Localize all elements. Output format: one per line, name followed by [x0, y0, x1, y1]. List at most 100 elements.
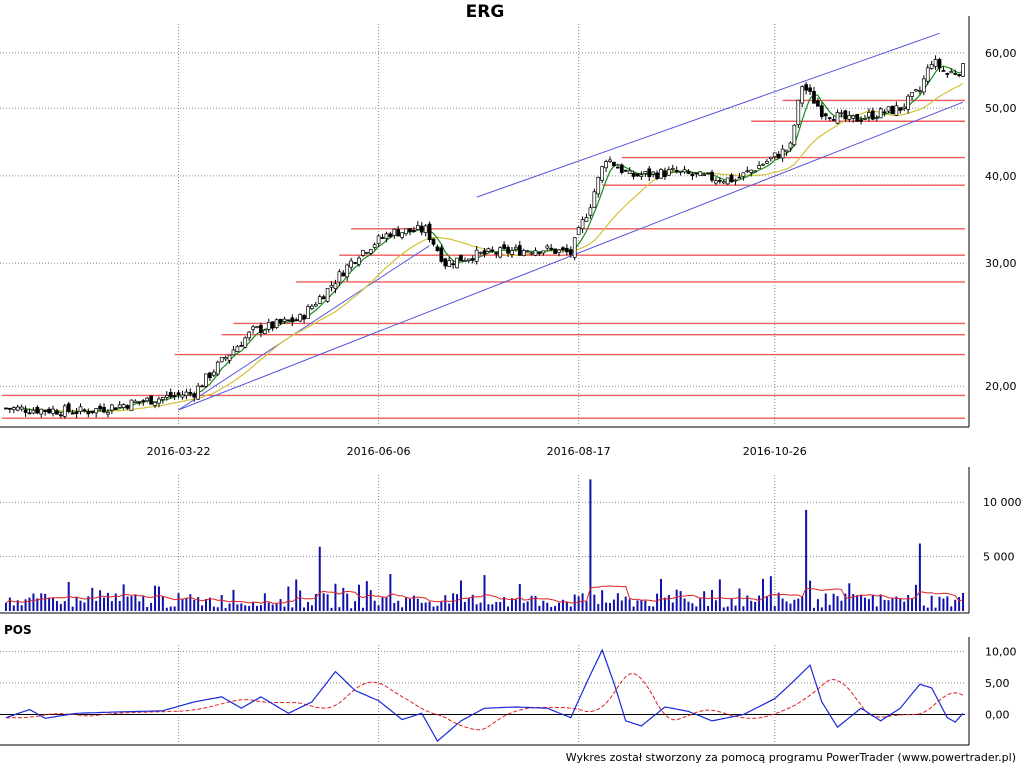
candle-body: [682, 169, 687, 173]
candle-body: [443, 258, 448, 267]
candle-body: [804, 84, 808, 91]
candle-body: [525, 250, 530, 253]
candle-body: [886, 106, 891, 112]
moving-average-short: [5, 65, 964, 414]
candle-body: [827, 117, 832, 119]
candle-body: [863, 117, 867, 120]
candle-body: [498, 247, 503, 258]
candle-body: [141, 400, 146, 402]
candle-body: [521, 249, 526, 256]
candle-body: [937, 58, 942, 69]
candle-body: [882, 111, 887, 114]
candle-body: [549, 247, 554, 250]
candle-body: [86, 411, 91, 415]
candle-body: [176, 392, 181, 395]
candle-body: [353, 262, 357, 264]
candle-body: [643, 171, 648, 174]
candle-body: [545, 245, 550, 249]
candle-body: [870, 110, 875, 120]
price-tick-label: 20,00: [985, 380, 1017, 393]
candle-body: [243, 337, 248, 348]
candle-body: [98, 405, 102, 410]
oscillator-tick-label: 5,00: [985, 677, 1010, 690]
candle-body: [588, 207, 593, 216]
candle-body: [647, 168, 652, 177]
moving-average-long: [5, 82, 964, 412]
candle-body: [690, 173, 695, 176]
candle-body: [800, 86, 805, 104]
candle-body: [239, 344, 244, 347]
candle-body: [43, 409, 48, 412]
candle-body: [839, 112, 844, 115]
candle-body: [172, 395, 177, 397]
candle-body: [796, 99, 801, 125]
candle-body: [337, 271, 342, 283]
candle-body: [121, 404, 126, 408]
candle-body: [82, 409, 87, 412]
candle-body: [529, 252, 534, 255]
candle-body: [670, 168, 675, 170]
candle-body: [808, 87, 812, 92]
volume-tick-label: 10 000: [983, 496, 1022, 509]
candle-body: [361, 249, 365, 256]
candle-body: [910, 92, 914, 97]
candle-body: [412, 229, 416, 232]
volume-tick-label: 5 000: [983, 551, 1015, 564]
candle-body: [463, 260, 467, 262]
candle-body: [145, 397, 150, 402]
candle-body: [921, 78, 926, 93]
candle-body: [953, 73, 958, 75]
candle-body: [451, 263, 455, 266]
candle-body: [368, 249, 373, 254]
candle-body: [427, 223, 432, 241]
candle-body: [196, 385, 201, 400]
candle-body: [706, 172, 710, 175]
candle-body: [584, 216, 589, 222]
candle-body: [247, 331, 252, 339]
candle-body: [278, 319, 283, 324]
candle-body: [757, 165, 761, 169]
candle-body: [455, 257, 459, 269]
candle-body: [129, 399, 134, 412]
candle-body: [949, 71, 954, 74]
candle-body: [510, 250, 514, 255]
candle-body: [619, 164, 624, 173]
candle-body: [568, 249, 573, 255]
candle-body: [204, 373, 208, 387]
candle-body: [823, 113, 828, 117]
candle-body: [635, 173, 640, 177]
candle-body: [604, 161, 608, 169]
candle-body: [514, 246, 518, 250]
oscillator-tick-label: 0,00: [985, 709, 1010, 722]
candle-body: [47, 408, 51, 414]
candle-body: [35, 406, 40, 414]
candle-body: [494, 252, 499, 255]
candle-body: [835, 112, 840, 124]
candle-body: [11, 407, 16, 410]
candle-body: [890, 105, 895, 115]
candle-body: [906, 95, 910, 110]
oscillator-line: [5, 648, 964, 743]
candle-body: [208, 372, 212, 379]
candle-body: [667, 169, 671, 176]
candle-body: [741, 172, 746, 177]
candle-body: [721, 181, 726, 184]
candle-body: [745, 170, 750, 173]
candle-body: [212, 371, 216, 376]
candle-body: [19, 406, 24, 410]
date-tick-label: 2016-06-06: [347, 445, 411, 458]
candle-body: [608, 159, 612, 162]
candle-body: [27, 412, 32, 415]
candle-body: [490, 249, 495, 252]
candle-body: [251, 326, 255, 330]
candle-body: [396, 229, 401, 237]
candle-body: [266, 321, 271, 330]
candle-body: [66, 403, 71, 412]
candle-body: [349, 260, 353, 268]
candle-body: [137, 401, 142, 404]
candle-body: [372, 244, 377, 248]
candle-body: [59, 414, 63, 417]
candle-body: [596, 176, 601, 195]
candle-body: [616, 166, 620, 169]
candle-body: [506, 246, 510, 254]
